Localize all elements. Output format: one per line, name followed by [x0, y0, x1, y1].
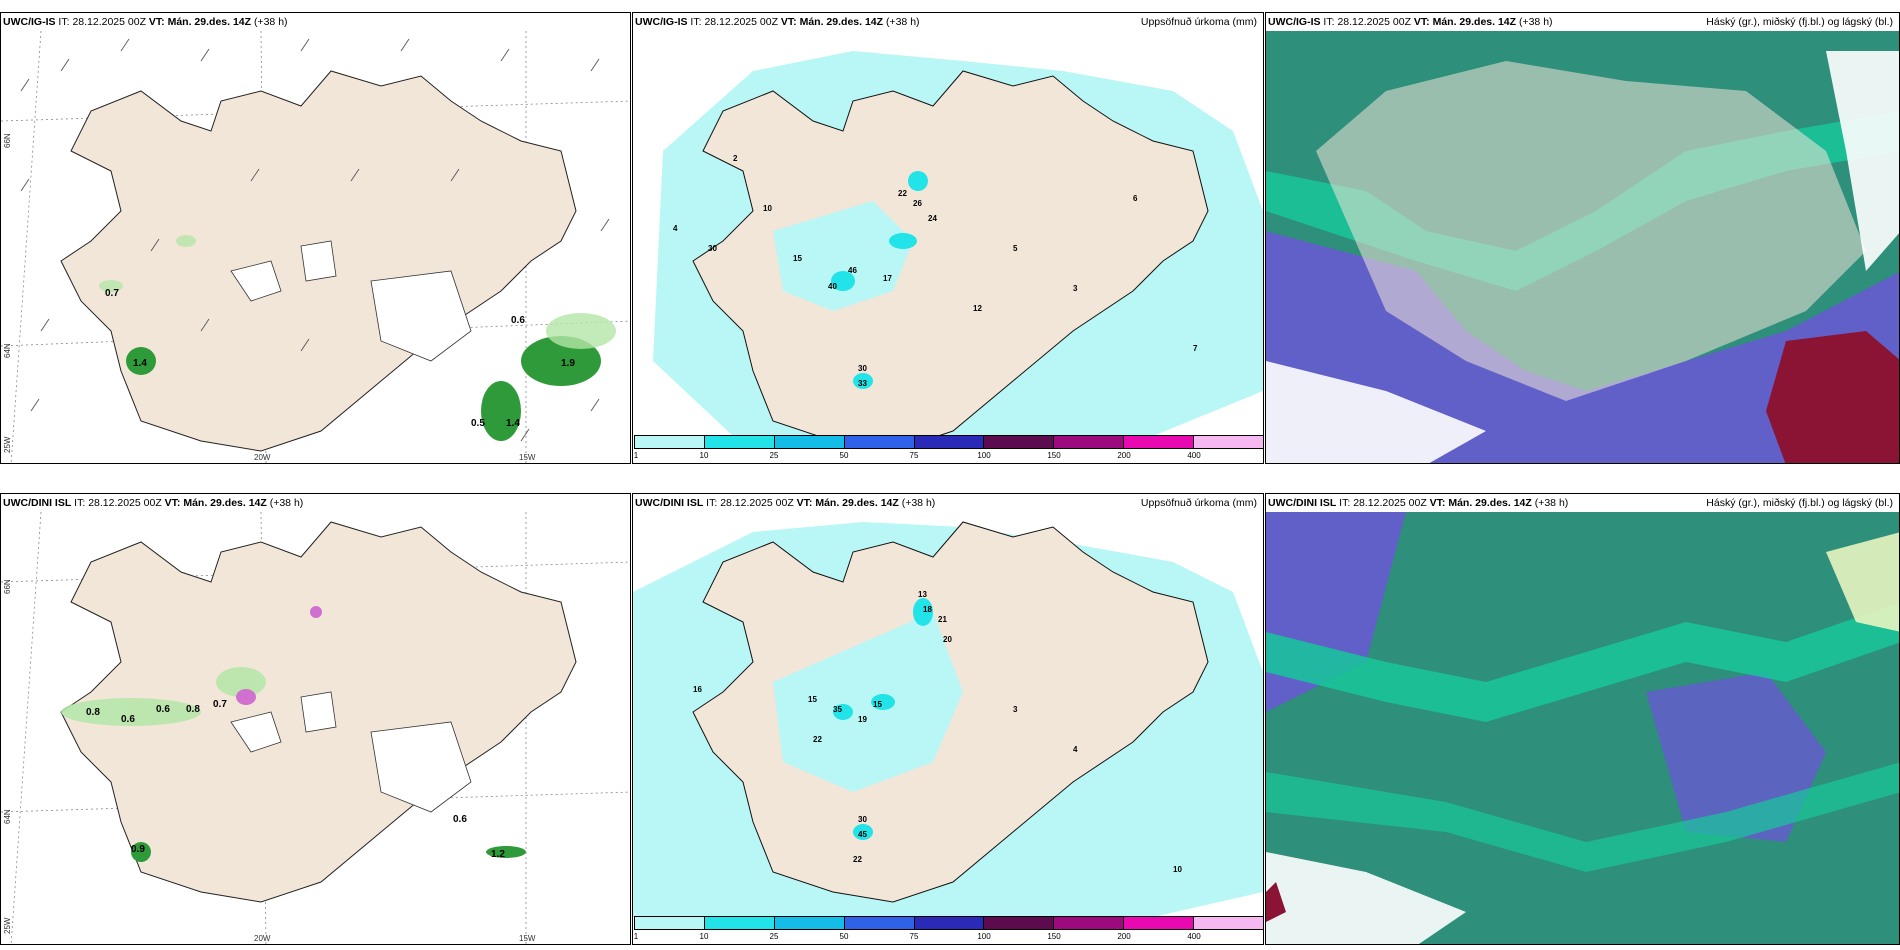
gust-label: 0.7 — [213, 699, 227, 710]
precip-map: 4 30 2 10 15 40 46 17 22 26 24 30 33 12 5 3 6 7 — [633, 31, 1263, 436]
svg-text:21: 21 — [938, 615, 947, 624]
panel-title: Háský (gr.), miðský (fj.bl.) og lágský (… — [1706, 497, 1893, 509]
gust-label: 1.4 — [506, 418, 520, 429]
gust-label: 0.6 — [511, 315, 525, 326]
svg-text:19: 19 — [858, 715, 867, 724]
svg-text:22: 22 — [813, 735, 822, 744]
gust-label: 0.9 — [131, 844, 145, 855]
svg-text:10: 10 — [1173, 865, 1182, 874]
panel-precip-igis: UWC/IG-IS IT: 28.12.2025 00Z VT: Mán. 29… — [632, 12, 1264, 464]
svg-text:5: 5 — [1013, 244, 1018, 253]
panel-header: UWC/IG-IS IT: 28.12.2025 00Z VT: Mán. 29… — [1268, 16, 1553, 28]
colorbar — [634, 916, 1263, 930]
lat-label: 64N — [3, 809, 12, 824]
panel-clouds-dini: UWC/DINI ISL IT: 28.12.2025 00Z VT: Mán.… — [1265, 493, 1900, 945]
panel-clouds-igis: UWC/IG-IS IT: 28.12.2025 00Z VT: Mán. 29… — [1265, 12, 1900, 464]
panel-header: UWC/DINI ISL IT: 28.12.2025 00Z VT: Mán.… — [1268, 497, 1569, 509]
panel-header: UWC/DINI ISL IT: 28.12.2025 00Z VT: Mán.… — [635, 497, 936, 509]
lat-label: 64N — [3, 343, 12, 358]
gust-label: 0.8 — [186, 704, 200, 715]
colorbar-labels: 1 10 25 50 75 100 150 200 400 — [633, 451, 1201, 460]
wind-map: 0.7 1.4 0.5 0.6 1.9 1.4 — [1, 31, 630, 463]
svg-text:40: 40 — [828, 282, 837, 291]
gust-label: 1.2 — [491, 849, 505, 860]
gust-label: 1.9 — [561, 358, 575, 369]
lon-label: 15W — [519, 453, 536, 462]
svg-text:22: 22 — [853, 855, 862, 864]
svg-text:2: 2 — [733, 154, 738, 163]
panel-title: Uppsöfnuð úrkoma (mm) — [1140, 497, 1257, 509]
gust-label: 0.7 — [105, 288, 119, 299]
svg-text:16: 16 — [693, 685, 702, 694]
panel-header: UWC/IG-IS IT: 28.12.2025 00Z VT: Mán. 29… — [3, 16, 288, 28]
svg-text:3: 3 — [1073, 284, 1078, 293]
panel-title: Uppsöfnuð úrkoma (mm) — [1140, 16, 1257, 28]
svg-text:26: 26 — [913, 199, 922, 208]
svg-text:12: 12 — [973, 304, 982, 313]
lon-label: 20W — [254, 453, 271, 462]
svg-text:30: 30 — [708, 244, 717, 253]
colorbar-labels: 1 10 25 50 75 100 150 200 400 — [633, 932, 1201, 941]
lat-label: 66N — [3, 133, 12, 148]
gust-label: 0.6 — [453, 814, 467, 825]
svg-text:46: 46 — [848, 266, 857, 275]
svg-text:15: 15 — [793, 254, 802, 263]
lon-label: 20W — [254, 934, 271, 943]
gust-label: 0.8 — [86, 707, 100, 718]
svg-text:45: 45 — [858, 830, 867, 839]
panel-wind-gust-dini: UWC/DINI ISL IT: 28.12.2025 00Z VT: Mán.… — [0, 493, 631, 945]
gust-label: 0.6 — [156, 704, 170, 715]
svg-text:20: 20 — [943, 635, 952, 644]
svg-text:15: 15 — [873, 700, 882, 709]
gust-label: 0.5 — [471, 418, 485, 429]
lon-label: 25W — [3, 917, 12, 934]
gust-label: 0.6 — [121, 714, 135, 725]
precip-map: 16 15 22 35 19 15 13 18 21 20 30 45 22 3 4 10 — [633, 512, 1263, 917]
lat-label: 66N — [3, 579, 12, 594]
svg-text:6: 6 — [1133, 194, 1138, 203]
panel-wind-gust-igis: UWC/IG-IS IT: 28.12.2025 00Z VT: Mán. 29… — [0, 12, 631, 464]
svg-text:18: 18 — [923, 605, 932, 614]
panel-precip-dini: UWC/DINI ISL IT: 28.12.2025 00Z VT: Mán.… — [632, 493, 1264, 945]
panel-header: UWC/IG-IS IT: 28.12.2025 00Z VT: Mán. 29… — [635, 16, 920, 28]
svg-text:30: 30 — [858, 815, 867, 824]
svg-text:3: 3 — [1013, 705, 1018, 714]
panel-header: UWC/DINI ISL IT: 28.12.2025 00Z VT: Mán.… — [3, 497, 304, 509]
svg-text:17: 17 — [883, 274, 892, 283]
gust-label: 1.4 — [133, 358, 147, 369]
svg-text:10: 10 — [763, 204, 772, 213]
wind-map: 0.8 0.6 0.6 0.8 0.7 0.6 1.2 0.9 — [1, 512, 630, 944]
svg-text:15: 15 — [808, 695, 817, 704]
panel-title: Háský (gr.), miðský (fj.bl.) og lágský (… — [1706, 16, 1893, 28]
svg-text:22: 22 — [898, 189, 907, 198]
svg-text:35: 35 — [833, 705, 842, 714]
svg-text:30: 30 — [858, 364, 867, 373]
colorbar — [634, 435, 1263, 449]
cloud-map — [1266, 31, 1899, 463]
cloud-map — [1266, 512, 1899, 944]
svg-text:24: 24 — [928, 214, 937, 223]
svg-text:7: 7 — [1193, 344, 1198, 353]
lon-label: 15W — [519, 934, 536, 943]
svg-text:4: 4 — [1073, 745, 1078, 754]
svg-text:33: 33 — [858, 379, 867, 388]
svg-text:13: 13 — [918, 590, 927, 599]
lon-label: 25W — [3, 436, 12, 453]
svg-text:4: 4 — [673, 224, 678, 233]
